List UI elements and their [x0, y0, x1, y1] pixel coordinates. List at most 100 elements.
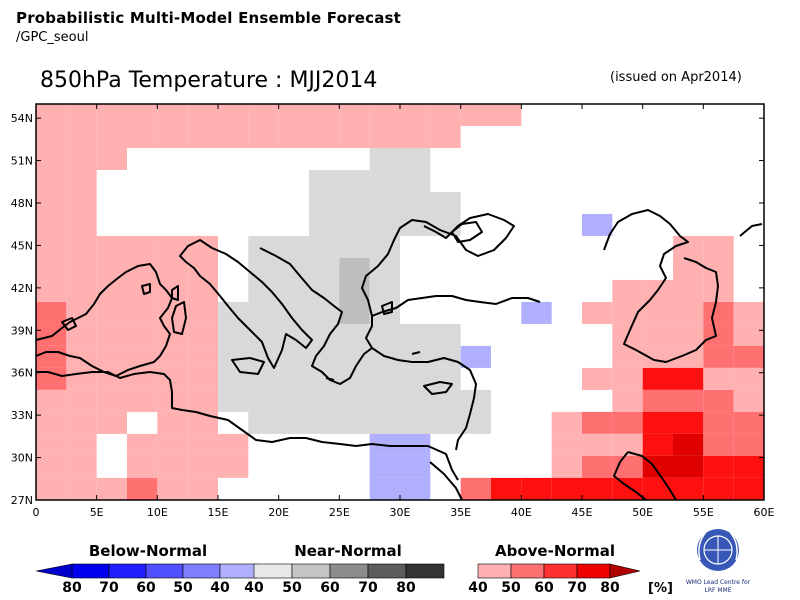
issued-date: (issued on Apr2014): [610, 70, 742, 85]
grid-cell: [248, 301, 279, 324]
grid-cell: [309, 213, 340, 236]
grid-cell: [36, 477, 67, 500]
grid-cell: [339, 367, 370, 390]
grid-cell: [248, 389, 279, 412]
lat-label: 54N: [11, 112, 33, 125]
grid-cell: [36, 125, 67, 148]
grid-cell: [521, 301, 552, 324]
grid-cell: [127, 235, 158, 258]
grid-cell: [491, 477, 522, 500]
grid-cell: [187, 345, 218, 368]
legend-label: 70: [358, 580, 378, 596]
legend-below-bar: 80 70 60 50 40: [35, 563, 258, 596]
legend-swatch: [477, 563, 512, 579]
coastline-cyprus: [423, 381, 453, 395]
grid-cell: [218, 389, 249, 412]
grid-cell: [36, 301, 67, 324]
grid-cell: [278, 235, 309, 258]
grid-cell: [187, 433, 218, 456]
coastline-sicily: [231, 357, 265, 375]
grid-cell: [430, 367, 461, 390]
grid-cell: [582, 477, 613, 500]
grid-cell: [673, 411, 704, 434]
grid-cell: [218, 345, 249, 368]
lon-label: 25E: [329, 506, 350, 519]
grid-cell: [157, 235, 188, 258]
grid-cell: [369, 411, 400, 434]
grid-cell: [187, 455, 218, 478]
grid-cell: [248, 323, 279, 346]
grid-cell: [400, 169, 431, 192]
grid-cell: [582, 301, 613, 324]
coastline-corsica: [171, 285, 179, 301]
grid-cell: [66, 279, 97, 302]
grid-cell: [612, 411, 643, 434]
legend-swatch: [329, 563, 369, 579]
wmo-logo-line2: LRF MME: [704, 587, 731, 594]
lat-label: 39N: [11, 324, 33, 337]
grid-cell: [460, 477, 491, 500]
grid-cell: [36, 191, 67, 214]
legend-label: 40: [210, 580, 230, 596]
coastline-east: [739, 223, 763, 237]
grid-cell: [96, 389, 127, 412]
lon-label: 55E: [693, 506, 714, 519]
map-title: 850hPa Temperature : MJJ2014: [40, 68, 378, 93]
grid-cell: [96, 235, 127, 258]
legend-swatch: [253, 563, 293, 579]
wmo-logo: WMO Lead Centre for LRF MME: [686, 529, 751, 594]
grid-cell: [430, 323, 461, 346]
grid-cell: [187, 279, 218, 302]
lon-label: 5E: [90, 506, 104, 519]
grid-cell: [278, 389, 309, 412]
grid-cell: [703, 235, 734, 258]
grid-cell: [96, 411, 127, 434]
legend-swatch: [367, 563, 407, 579]
lat-label: 27N: [11, 494, 33, 507]
grid-cell: [309, 257, 340, 280]
lon-label: 20E: [268, 506, 289, 519]
legend-label: 60: [320, 580, 340, 596]
legend-swatch: [108, 563, 147, 579]
grid-cell: [248, 257, 279, 280]
grid-cell: [339, 235, 370, 258]
grid-cell: [66, 213, 97, 236]
grid-cell: [733, 411, 764, 434]
grid-cell: [369, 213, 400, 236]
grid-cell: [66, 433, 97, 456]
grid-cell: [96, 125, 127, 148]
grid-cell: [430, 191, 461, 214]
grid-cell: [66, 411, 97, 434]
grid-cell: [36, 411, 67, 434]
grid-cell: [127, 301, 158, 324]
grid-cell: [430, 389, 461, 412]
grid-cell: [339, 191, 370, 214]
grid-cell: [66, 345, 97, 368]
legend-above-title: Above-Normal: [495, 542, 615, 560]
grid-cell: [96, 279, 127, 302]
grid-cell: [673, 323, 704, 346]
grid-cell: [703, 257, 734, 280]
latitude-labels: 54N 51N 48N 45N 42N 39N 36N 33N 30N 27N: [11, 112, 33, 507]
grid-cell: [460, 389, 491, 412]
grid-cell: [309, 191, 340, 214]
lat-label: 48N: [11, 197, 33, 210]
grid-cell: [612, 367, 643, 390]
grid-cell: [187, 104, 218, 126]
grid-cell: [157, 104, 188, 126]
legend-swatch: [145, 563, 184, 579]
grid-cell: [278, 301, 309, 324]
grid-cell: [460, 104, 491, 126]
grid-cell: [430, 104, 461, 126]
grid-cell: [36, 169, 67, 192]
lat-label: 51N: [11, 155, 33, 168]
grid-cell: [36, 279, 67, 302]
grid-cell: [127, 323, 158, 346]
legend-swatch: [543, 563, 578, 579]
grid-cell: [36, 367, 67, 390]
grid-cell: [369, 257, 400, 280]
grid-cell: [673, 455, 704, 478]
grid-cell: [66, 455, 97, 478]
grid-cell: [309, 345, 340, 368]
grid-cell: [673, 257, 704, 280]
